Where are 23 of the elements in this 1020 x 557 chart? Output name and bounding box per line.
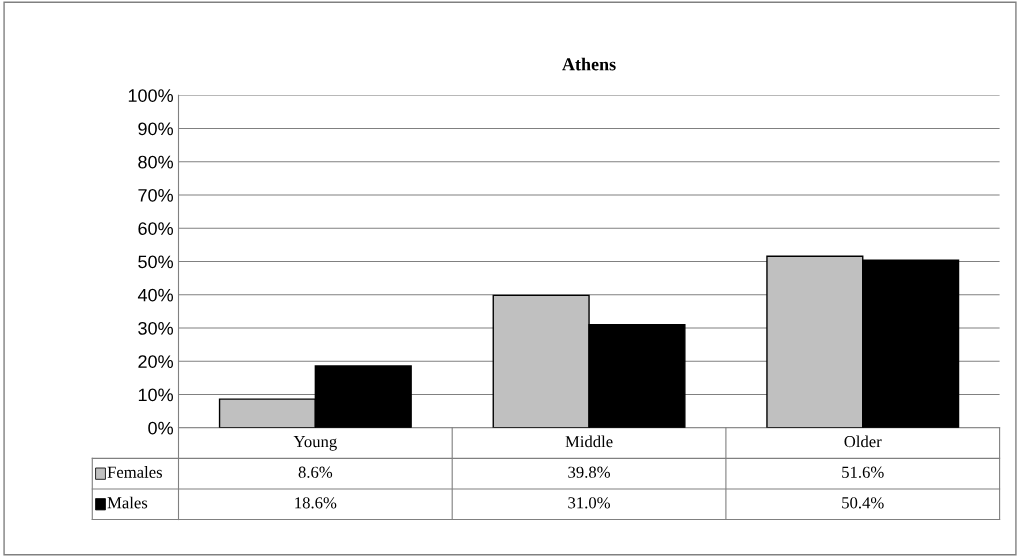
y-tick-label: 100% [128, 89, 173, 102]
data-label: 50.4% [842, 497, 884, 509]
data-label: 8.6% [298, 466, 333, 478]
y-tick-label: 0% [148, 421, 173, 435]
data-label: 31.0% [568, 497, 611, 509]
y-tick-label: 20% [138, 355, 173, 368]
legend-label: Females [107, 466, 162, 478]
data-label: 39.8% [568, 466, 611, 478]
chart-title: Athens [562, 57, 616, 71]
y-tick-label: 30% [138, 321, 173, 335]
x-tick-label: Middle [565, 435, 613, 448]
data-label: 18.6% [295, 497, 337, 509]
y-tick-label: 80% [138, 155, 173, 169]
x-tick-label: Older [844, 435, 882, 448]
y-tick-label: 40% [137, 288, 173, 302]
y-tick-label: 90% [138, 122, 173, 136]
data-label: 51.6% [842, 466, 884, 478]
y-tick-label: 10% [138, 388, 173, 402]
y-tick-label: 60% [138, 222, 173, 235]
y-tick-label: 70% [138, 188, 173, 202]
legend-label: Males [107, 496, 148, 509]
x-tick-label: Young [293, 436, 337, 451]
y-tick-label: 50% [138, 255, 173, 269]
